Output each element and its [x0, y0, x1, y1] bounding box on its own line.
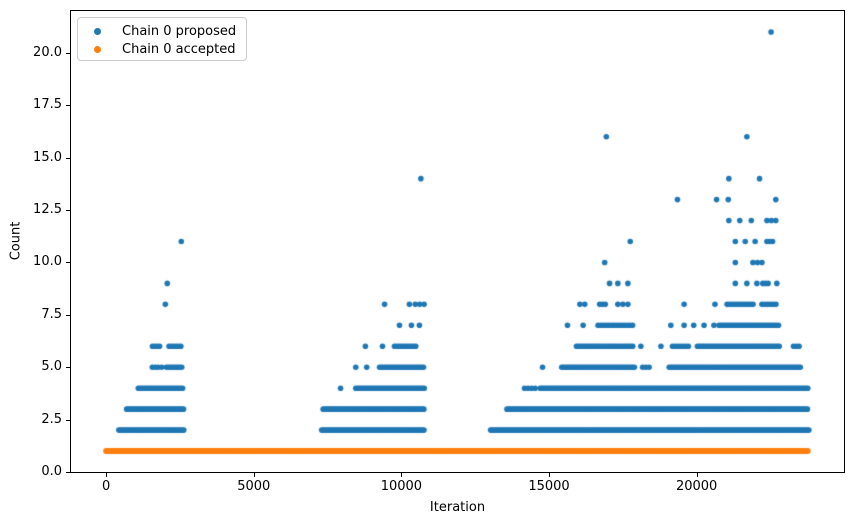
legend-marker-chain0-accepted-icon	[94, 45, 101, 53]
y-tick-label: 5.0	[41, 359, 62, 375]
x-tick-label: 0	[101, 479, 111, 494]
y-tick-label: 7.5	[41, 306, 62, 322]
legend-label-chain0-accepted: Chain 0 accepted	[122, 41, 236, 57]
y-tick-label: 12.5	[33, 202, 62, 218]
legend-label-chain0-proposed: Chain 0 proposed	[122, 23, 237, 39]
y-tick-label: 10.0	[33, 254, 62, 270]
y-tick-mark	[66, 52, 70, 54]
y-tick-mark	[66, 419, 70, 421]
x-tick-label: 10000	[380, 479, 423, 494]
y-tick-label: 20.0	[33, 44, 62, 60]
legend-entry-chain0-accepted: Chain 0 accepted	[78, 40, 246, 58]
legend-entry-chain0-proposed: Chain 0 proposed	[78, 22, 246, 40]
x-tick-mark	[253, 473, 255, 477]
y-tick-mark	[66, 367, 70, 369]
x-tick-label: 20000	[675, 479, 718, 494]
x-tick-mark	[401, 473, 403, 477]
x-tick-label: 15000	[528, 479, 570, 494]
y-tick-mark	[66, 105, 70, 107]
y-tick-mark	[66, 314, 70, 316]
y-tick-label: 0.0	[41, 464, 62, 479]
y-tick-label: 2.5	[41, 411, 62, 427]
y-tick-label: 15.0	[33, 149, 62, 165]
y-tick-mark	[66, 262, 70, 264]
legend-marker-chain0-proposed-icon	[94, 27, 101, 35]
x-tick-label: 5000	[237, 479, 271, 494]
y-tick-mark	[66, 472, 70, 473]
y-tick-mark	[66, 157, 70, 159]
plot-area	[70, 10, 845, 473]
x-axis-label: Iteration	[429, 500, 486, 515]
y-tick-label: 17.5	[33, 97, 62, 113]
x-tick-mark	[106, 473, 108, 477]
x-tick-mark	[696, 473, 698, 477]
x-tick-mark	[549, 473, 551, 477]
legend: Chain 0 proposed Chain 0 accepted	[77, 17, 247, 61]
plot-canvas	[71, 11, 844, 472]
y-tick-mark	[66, 210, 70, 212]
